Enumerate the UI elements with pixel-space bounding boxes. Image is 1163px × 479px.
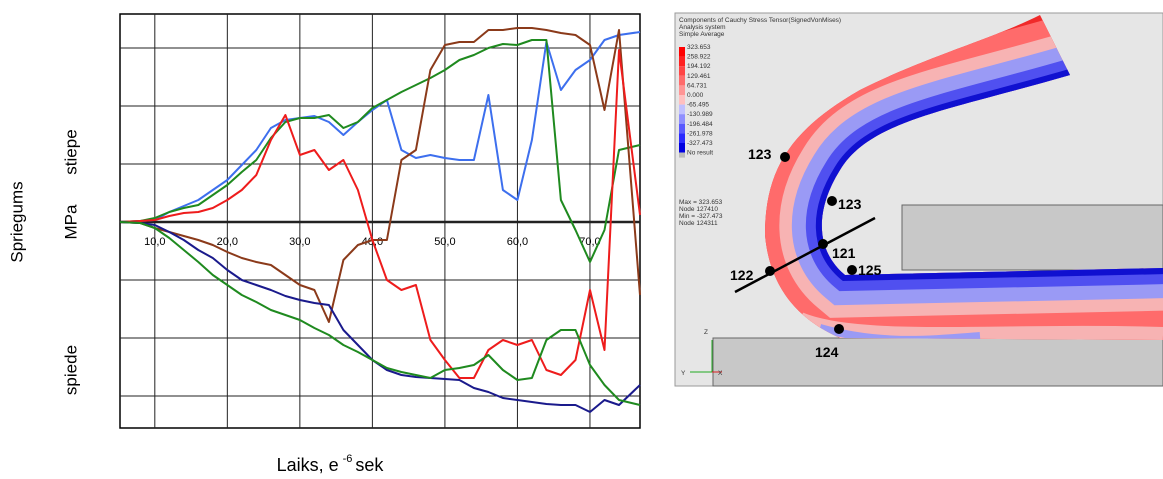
- x-axis-label-exponent: -6: [343, 453, 353, 465]
- legend-swatch: [679, 105, 685, 115]
- x-axis-label-text: Laiks, e: [277, 455, 339, 475]
- legend-value: 258.922: [687, 54, 711, 61]
- fea-header: Analysis system: [679, 24, 726, 31]
- legend-swatch: [679, 76, 685, 86]
- lower-block: [713, 338, 1163, 386]
- legend-swatch: [679, 143, 685, 153]
- extreme-info: Node 124311: [679, 220, 718, 227]
- legend-no-result: No result: [687, 150, 713, 157]
- legend-swatch: [679, 85, 685, 95]
- legend-swatch: [679, 95, 685, 105]
- fea-header: Components of Cauchy Stress Tensor(Signe…: [679, 17, 841, 24]
- figure: 10,020,030,040,050,060,070,0Laiks, e-6se…: [0, 0, 1163, 479]
- compression-label: spiede: [61, 345, 80, 395]
- legend-swatch: [679, 47, 685, 57]
- extreme-info: Max = 323.653: [679, 199, 723, 206]
- legend-swatch: [679, 124, 685, 134]
- legend-swatch: [679, 133, 685, 143]
- extreme-info: Node 127410: [679, 206, 718, 213]
- triad-label: Y: [681, 370, 686, 377]
- x-tick-label: 20,0: [217, 236, 238, 248]
- legend-value: 64.731: [687, 82, 707, 89]
- node-label: 123: [838, 196, 862, 212]
- legend-value: 129.461: [687, 73, 711, 80]
- legend-swatch: [679, 57, 685, 67]
- legend-value: -196.484: [687, 121, 713, 128]
- upper-block: [902, 205, 1163, 270]
- tension-label: stiepe: [61, 129, 80, 174]
- x-tick-label: 30,0: [289, 236, 310, 248]
- legend-swatch: [679, 153, 685, 158]
- x-tick-label: 60,0: [507, 236, 528, 248]
- extreme-info: Min = -327.473: [679, 213, 723, 220]
- x-tick-label: 50,0: [434, 236, 455, 248]
- node-label: 123: [748, 146, 772, 162]
- legend-value: 323.653: [687, 44, 711, 51]
- legend-swatch: [679, 114, 685, 124]
- legend-value: 0.000: [687, 92, 704, 99]
- fea-header: Simple Average: [679, 31, 725, 38]
- legend-value: -130.989: [687, 111, 713, 118]
- legend-swatch: [679, 66, 685, 76]
- node-label: 124: [815, 344, 839, 360]
- y-axis-label: Spriegums: [7, 181, 26, 262]
- legend-value: 194.192: [687, 63, 711, 70]
- fea-panel: Components of Cauchy Stress Tensor(Signe…: [675, 0, 1163, 386]
- triad-label: Z: [704, 329, 708, 336]
- x-tick-label: 10,0: [144, 236, 165, 248]
- node-label: 121: [832, 245, 856, 261]
- x-axis-label-unit: sek: [355, 455, 384, 475]
- y-axis-unit: MPa: [61, 204, 80, 240]
- node-label: 122: [730, 267, 754, 283]
- legend-value: -65.495: [687, 102, 709, 109]
- node-label: 125: [858, 262, 882, 278]
- triad-label: X: [718, 370, 723, 377]
- legend-value: -261.978: [687, 130, 713, 137]
- legend-value: -327.473: [687, 140, 713, 147]
